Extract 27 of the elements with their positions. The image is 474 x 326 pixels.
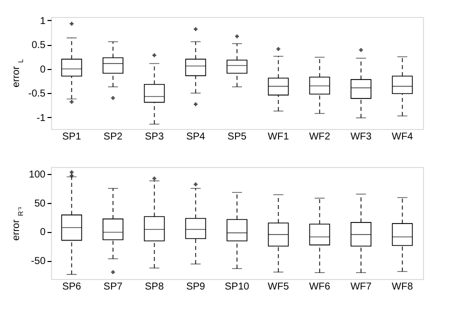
x-tick-label: WF1 bbox=[268, 132, 290, 142]
x-tick-label: SP4 bbox=[186, 132, 206, 142]
x-tick-label: WF6 bbox=[309, 282, 331, 292]
x-tick-label: SP10 bbox=[224, 282, 250, 292]
x-tick-label: WF4 bbox=[392, 132, 414, 142]
x-tick-label: WF2 bbox=[309, 132, 331, 142]
y-tick-label: 50 bbox=[34, 198, 46, 210]
y-tick-label: 0 bbox=[40, 227, 46, 238]
x-tick-label: SP1 bbox=[62, 132, 82, 142]
x-tick-label: SP5 bbox=[228, 132, 247, 142]
x-tick-label: SP7 bbox=[104, 282, 123, 292]
y-tick-label: -0.5 bbox=[28, 88, 46, 100]
x-tick-label: WF7 bbox=[350, 282, 372, 292]
x-tick-label: SP9 bbox=[186, 282, 206, 292]
x-tick-label: WF5 bbox=[268, 282, 290, 292]
x-tick-label: WF3 bbox=[350, 132, 372, 142]
x-tick-label: SP2 bbox=[104, 132, 123, 142]
x-tick-label: SP3 bbox=[144, 132, 164, 142]
x-tick-label: SP8 bbox=[144, 282, 164, 292]
y-tick-label: -1 bbox=[36, 112, 46, 124]
y-tick-label: 0 bbox=[40, 64, 46, 76]
x-tick-label: SP6 bbox=[62, 282, 82, 292]
x-tick-label: WF8 bbox=[392, 282, 414, 292]
y-tick-label: 100 bbox=[28, 169, 46, 180]
y-tick-label: 1 bbox=[40, 16, 46, 27]
y-tick-label: 0.5 bbox=[32, 40, 46, 52]
y-tick-label: -50 bbox=[31, 256, 46, 268]
